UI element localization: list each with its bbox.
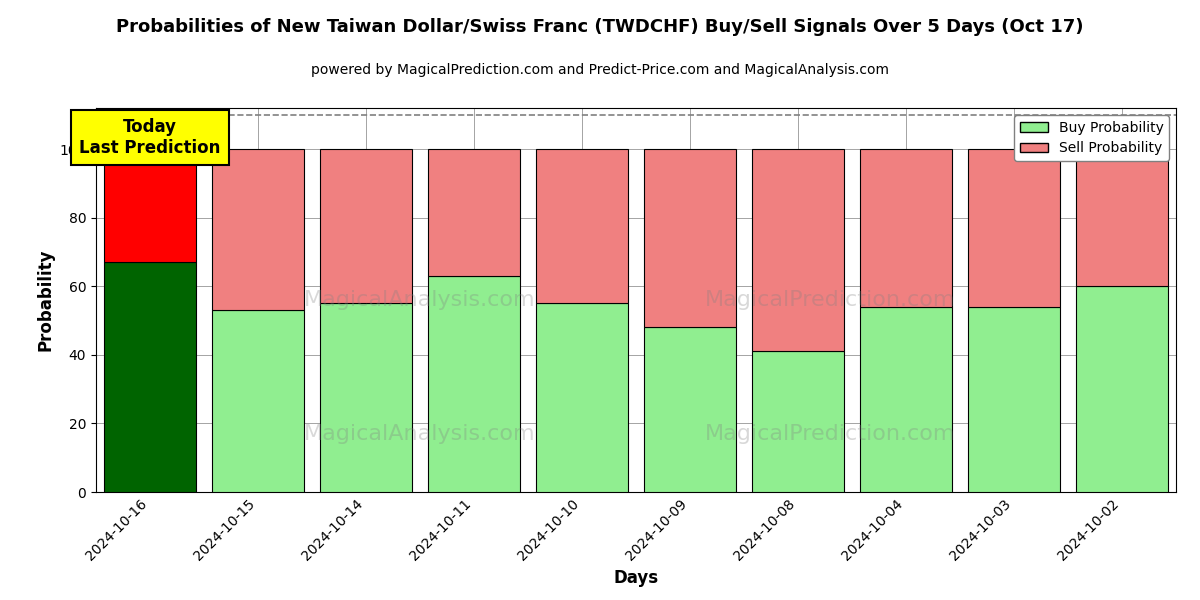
Bar [428, 276, 520, 492]
Bar [536, 304, 628, 492]
Text: powered by MagicalPrediction.com and Predict-Price.com and MagicalAnalysis.com: powered by MagicalPrediction.com and Pre… [311, 63, 889, 77]
X-axis label: Days: Days [613, 569, 659, 587]
Bar [536, 149, 628, 304]
Bar [644, 328, 736, 492]
Y-axis label: Probability: Probability [36, 249, 54, 351]
Bar [752, 149, 844, 352]
Bar [428, 149, 520, 276]
Text: MagicalAnalysis.com: MagicalAnalysis.com [304, 290, 536, 310]
Text: MagicalPrediction.com: MagicalPrediction.com [706, 290, 955, 310]
Legend: Buy Probability, Sell Probability: Buy Probability, Sell Probability [1014, 115, 1169, 161]
Bar [320, 149, 412, 304]
Bar [968, 307, 1060, 492]
Bar [752, 352, 844, 492]
Bar [860, 149, 952, 307]
Text: Probabilities of New Taiwan Dollar/Swiss Franc (TWDCHF) Buy/Sell Signals Over 5 : Probabilities of New Taiwan Dollar/Swiss… [116, 18, 1084, 36]
Bar [1076, 149, 1168, 286]
Bar [1076, 286, 1168, 492]
Text: Today
Last Prediction: Today Last Prediction [79, 118, 221, 157]
Bar [212, 149, 304, 310]
Bar [104, 149, 196, 262]
Bar [968, 149, 1060, 307]
Bar [104, 262, 196, 492]
Bar [644, 149, 736, 328]
Bar [860, 307, 952, 492]
Text: MagicalPrediction.com: MagicalPrediction.com [706, 424, 955, 445]
Bar [212, 310, 304, 492]
Text: MagicalAnalysis.com: MagicalAnalysis.com [304, 424, 536, 445]
Bar [320, 304, 412, 492]
